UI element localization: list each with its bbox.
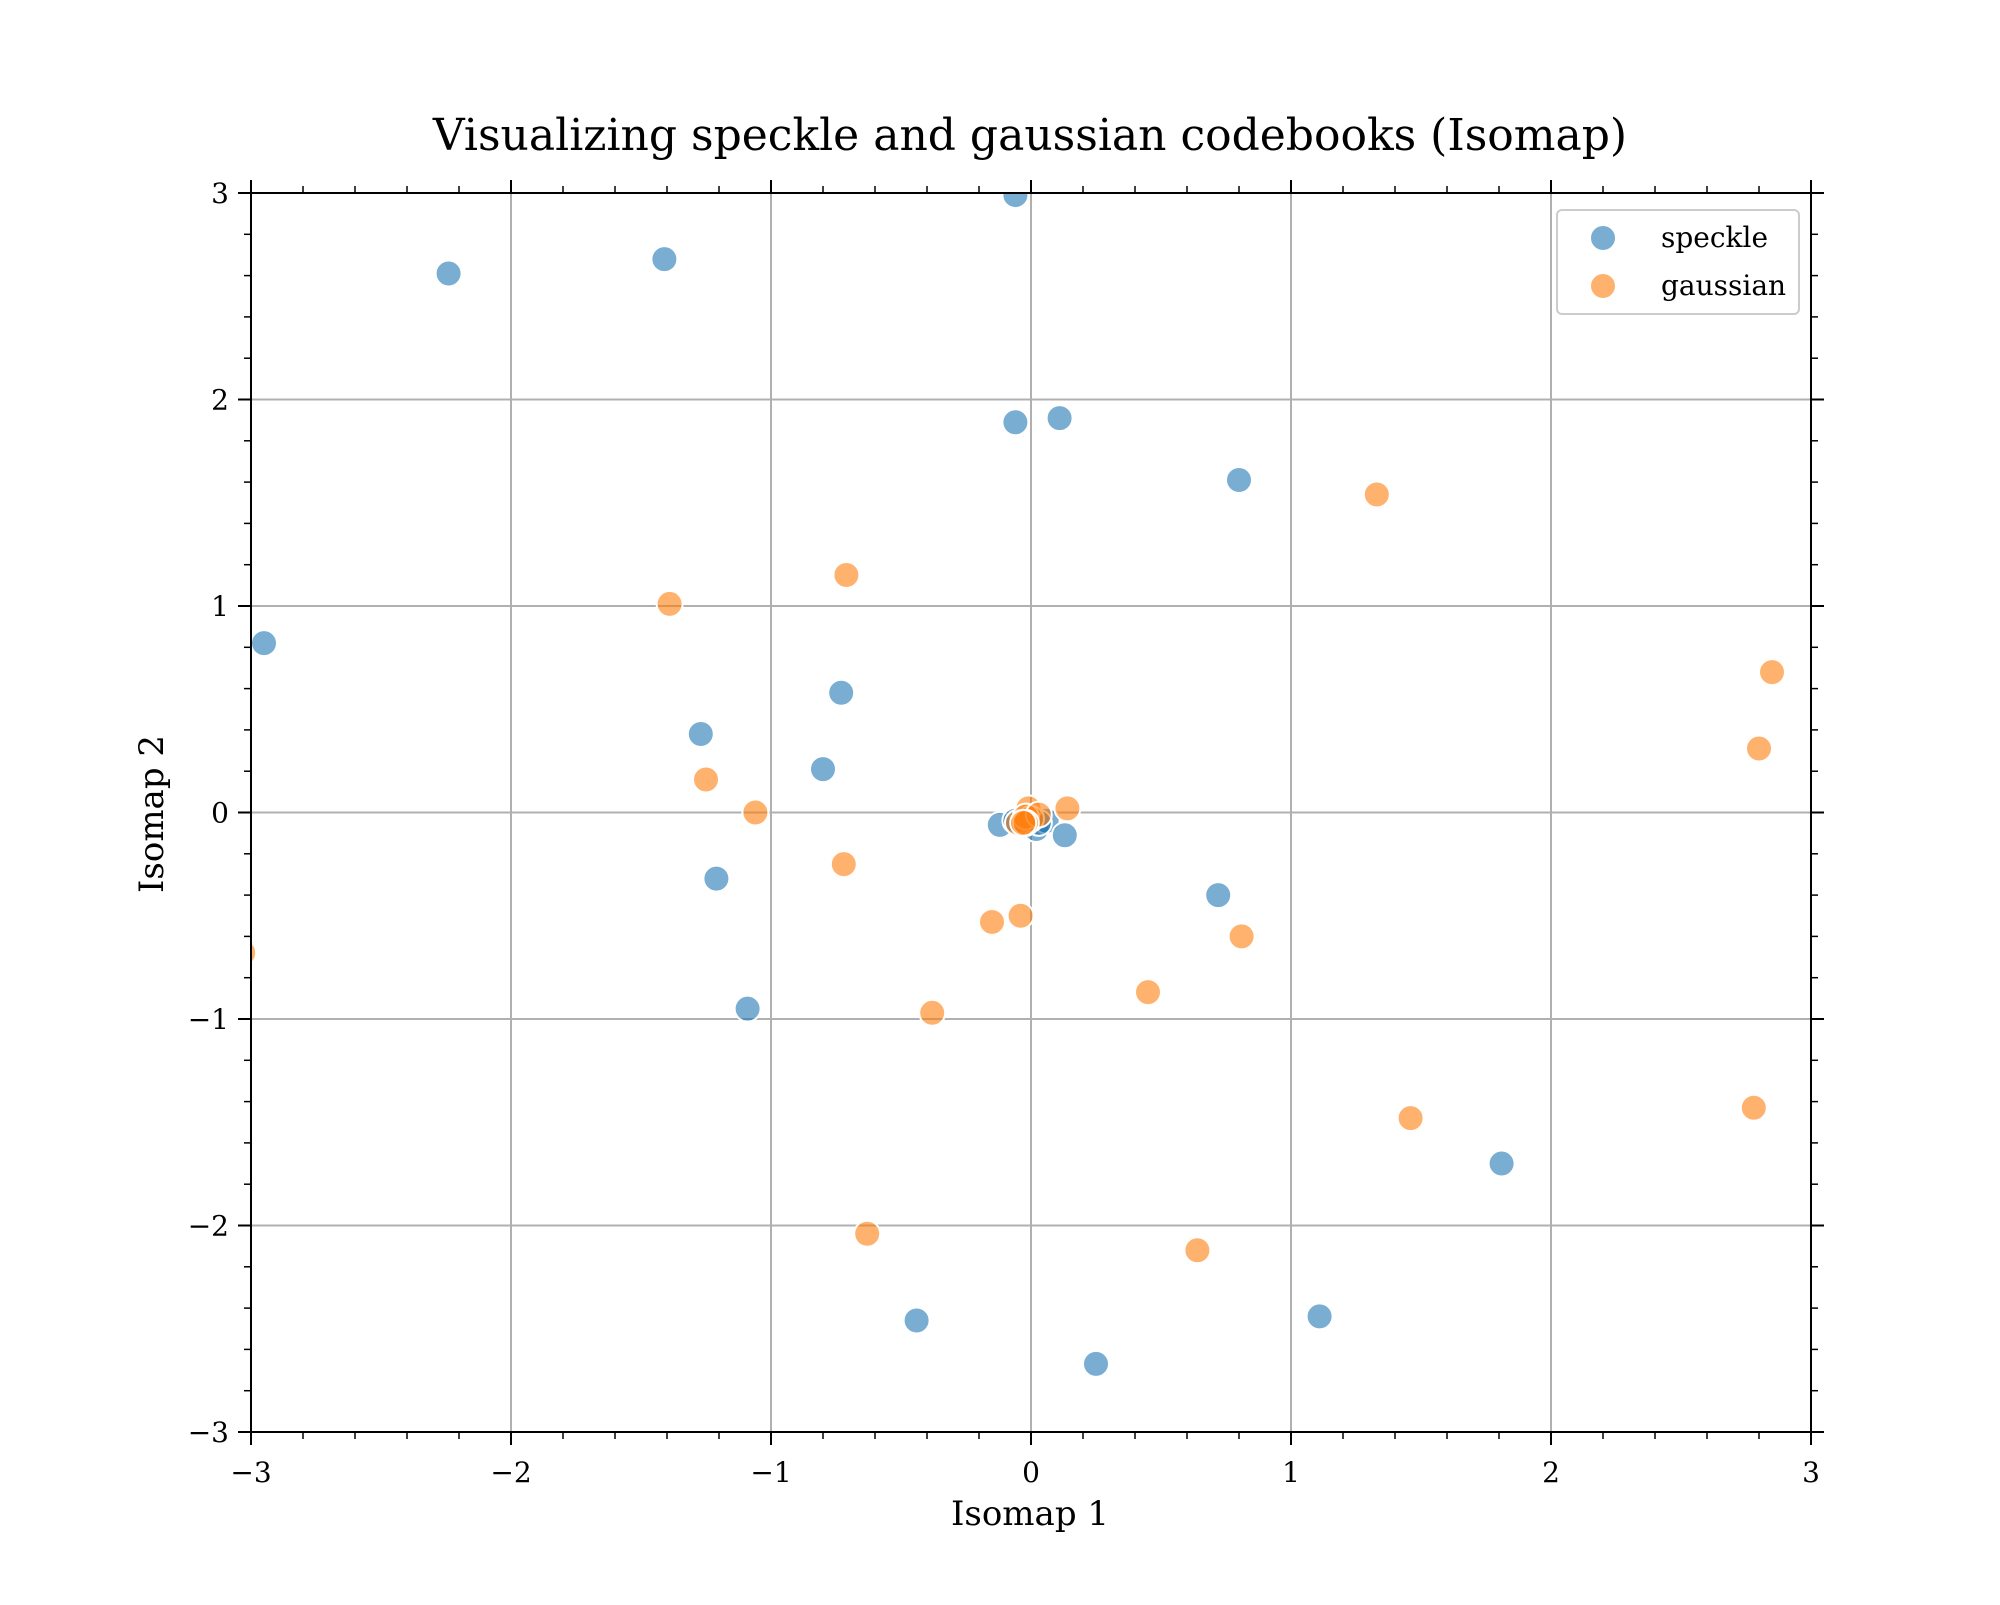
point-speckle [1001,193,1030,210]
point-gaussian [1053,794,1082,823]
point-speckle [902,1306,931,1335]
point-speckle [809,755,837,784]
point-gaussian [829,850,858,879]
x-tick-label: 1 [1282,1456,1300,1489]
y-axis-label: Isomap 2 [132,735,172,893]
point-speckle [1045,404,1074,433]
point-gaussian [1758,658,1786,687]
point-gaussian [1745,734,1773,763]
legend-marker-gaussian [1589,272,1617,300]
point-speckle [1225,466,1253,495]
point-gaussian [1739,1093,1768,1122]
x-tick-label: −2 [490,1456,531,1489]
legend-box [1556,209,1800,315]
point-speckle [1001,408,1030,437]
point-speckle [1050,821,1079,850]
point-speckle [1487,1149,1516,1178]
point-speckle [827,678,856,707]
point-speckle [434,259,463,288]
y-tick-label: −1 [188,1003,229,1036]
legend-marker-speckle [1589,224,1617,252]
point-gaussian [1134,978,1162,1007]
x-axis-label: Isomap 1 [951,1494,1109,1534]
point-gaussian [655,589,684,618]
x-tick-label: 3 [1802,1456,1820,1489]
point-speckle [1305,1302,1334,1331]
point-gaussian [1009,808,1038,837]
point-gaussian [978,907,1006,936]
point-gaussian [1006,901,1035,930]
point-gaussian [251,941,258,965]
point-speckle [251,629,278,658]
x-tick-label: 0 [1022,1456,1040,1489]
point-gaussian [1362,480,1391,509]
point-speckle [650,245,679,274]
data-points [251,193,1786,1378]
y-tick-label: −3 [188,1416,229,1449]
point-gaussian [1227,922,1256,951]
x-tick-label: 2 [1542,1456,1560,1489]
point-gaussian [741,798,770,827]
point-gaussian [1396,1104,1425,1133]
chart-title: Visualizing speckle and gaussian codeboo… [432,110,1627,161]
point-gaussian [853,1219,882,1248]
point-gaussian [1183,1236,1212,1265]
legend: speckle gaussian [1556,209,1800,315]
legend-label-speckle: speckle [1661,221,1768,254]
y-tick-label: 3 [211,177,229,210]
x-tick-label: −3 [230,1456,271,1489]
y-tick-label: 0 [211,797,229,830]
point-speckle [1082,1349,1110,1378]
point-speckle [1204,881,1233,910]
axes: −3 −2 −1 0 1 2 3 −3 −2 −1 0 1 2 3 [188,177,1824,1489]
legend-label-gaussian: gaussian [1661,269,1786,302]
point-speckle [686,720,715,749]
point-gaussian [918,998,947,1027]
point-gaussian [832,561,861,590]
point-speckle [702,864,731,893]
y-tick-label: 2 [211,384,229,417]
y-tick-label: 1 [211,590,229,623]
x-tick-label: −1 [750,1456,791,1489]
point-gaussian [692,765,720,794]
point-speckle [733,994,762,1023]
y-tick-label: −2 [188,1210,229,1243]
